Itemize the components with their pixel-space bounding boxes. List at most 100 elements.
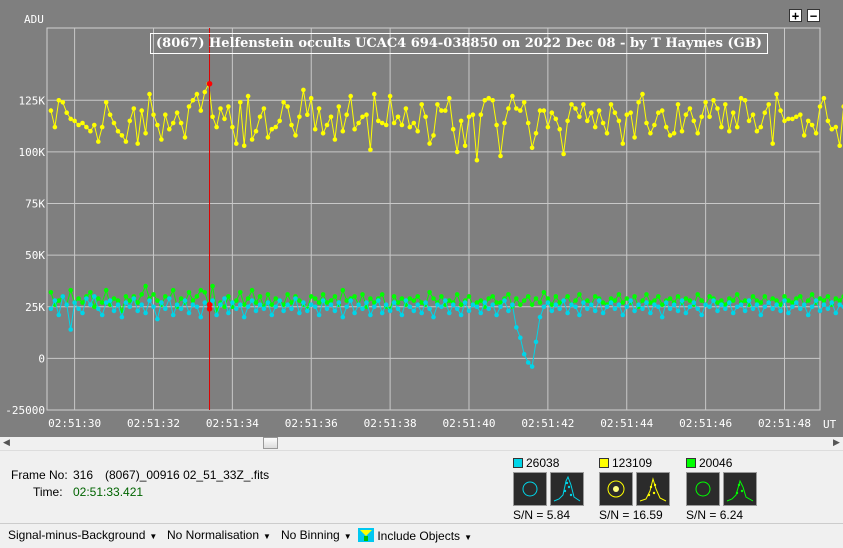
- x-axis-title: UT: [823, 418, 837, 431]
- data-point: [462, 300, 468, 305]
- data-point: [230, 124, 235, 130]
- data-point: [198, 108, 204, 113]
- data-point: [427, 290, 432, 295]
- data-point: [88, 302, 93, 308]
- data-point: [589, 302, 594, 308]
- data-point: [494, 122, 499, 128]
- data-point: [214, 312, 219, 318]
- data-point: [269, 312, 275, 318]
- data-point: [675, 102, 681, 107]
- data-point: [194, 294, 200, 299]
- data-point: [403, 298, 409, 303]
- normalisation-dropdown[interactable]: No Normalisation ▼: [167, 528, 271, 542]
- object-panel-123109[interactable]: 123109 S/N = 16.59: [599, 456, 679, 522]
- data-point: [52, 124, 58, 130]
- data-point: [253, 300, 259, 305]
- data-point: [778, 108, 783, 113]
- data-point: [340, 287, 346, 293]
- data-point: [107, 298, 113, 303]
- data-point: [395, 114, 401, 120]
- data-point: [312, 304, 318, 310]
- chart-title: (8067) Helfenstein occults UCAC4 694-038…: [150, 33, 768, 54]
- data-point: [454, 292, 460, 297]
- data-point: [399, 122, 405, 128]
- data-point: [762, 294, 768, 299]
- data-point: [238, 302, 243, 308]
- data-point: [821, 95, 827, 101]
- data-point: [770, 296, 775, 301]
- data-point: [592, 294, 598, 299]
- data-point: [218, 302, 223, 308]
- data-point: [190, 98, 196, 103]
- data-point: [119, 133, 125, 138]
- data-point: [415, 128, 421, 134]
- data-point: [364, 112, 369, 117]
- data-point: [139, 292, 144, 297]
- data-point: [557, 126, 562, 132]
- data-point: [620, 141, 626, 146]
- data-point: [269, 126, 275, 132]
- data-point: [474, 304, 480, 310]
- data-point: [202, 290, 208, 295]
- data-point: [439, 304, 444, 310]
- data-point: [707, 304, 712, 310]
- data-point: [723, 302, 728, 308]
- data-point: [360, 306, 365, 312]
- data-point: [316, 312, 322, 318]
- y-tick-label: 25K: [25, 301, 45, 314]
- data-point: [249, 287, 255, 293]
- scroll-left-arrow-icon[interactable]: ◀: [3, 438, 10, 448]
- zoom-out-button[interactable]: −: [807, 9, 820, 22]
- data-point: [379, 292, 385, 297]
- light-curve-plot[interactable]: ADU UT 125K 100K 75K 50K 25K 0 -25000 02:51:30 0…: [0, 0, 843, 437]
- data-point: [159, 300, 164, 305]
- data-point: [411, 298, 417, 303]
- data-point: [277, 298, 283, 303]
- signal-mode-dropdown[interactable]: Signal-minus-Background ▼: [8, 528, 158, 542]
- data-point: [521, 298, 527, 303]
- data-point: [581, 300, 586, 305]
- data-point: [411, 120, 417, 126]
- data-point: [525, 360, 531, 365]
- data-point: [301, 300, 306, 305]
- data-point: [730, 310, 736, 316]
- data-point: [498, 304, 503, 310]
- snr-readout: S/N = 5.84: [513, 508, 571, 522]
- include-objects-dropdown[interactable]: Include Objects ▼: [358, 528, 472, 543]
- zoom-in-button[interactable]: +: [789, 9, 802, 22]
- data-point: [486, 296, 492, 301]
- data-point: [143, 131, 148, 136]
- binning-dropdown[interactable]: No Binning ▼: [281, 528, 352, 542]
- object-panel-20046[interactable]: 20046 S/N = 6.24: [686, 456, 766, 522]
- snr-readout: S/N = 6.24: [686, 508, 744, 522]
- data-point: [419, 310, 425, 316]
- data-point: [612, 110, 618, 115]
- data-point: [324, 300, 330, 305]
- data-point: [671, 131, 677, 136]
- data-point: [640, 298, 645, 303]
- aperture-image: [686, 472, 720, 506]
- data-point: [644, 300, 649, 305]
- data-point: [809, 292, 815, 297]
- scroll-thumb[interactable]: [263, 437, 278, 449]
- data-point: [431, 296, 436, 301]
- object-panel-26038[interactable]: 26038 S/N = 5.84: [513, 456, 593, 522]
- chevron-down-icon: ▼: [149, 532, 158, 541]
- data-point: [715, 308, 720, 314]
- frame-cursor[interactable]: [206, 28, 213, 410]
- data-point: [525, 120, 531, 126]
- data-point: [269, 302, 275, 308]
- data-point: [529, 145, 535, 151]
- data-point: [170, 287, 176, 293]
- data-point: [435, 102, 440, 107]
- scroll-right-arrow-icon[interactable]: ▶: [833, 438, 840, 448]
- data-point: [774, 298, 779, 303]
- data-point: [439, 294, 444, 299]
- snr-readout: S/N = 16.59: [599, 508, 663, 522]
- data-point: [344, 298, 350, 303]
- data-point: [663, 300, 669, 305]
- data-point: [727, 128, 732, 134]
- data-point: [143, 310, 148, 316]
- time-scrollbar[interactable]: ◀ ▶: [0, 437, 843, 451]
